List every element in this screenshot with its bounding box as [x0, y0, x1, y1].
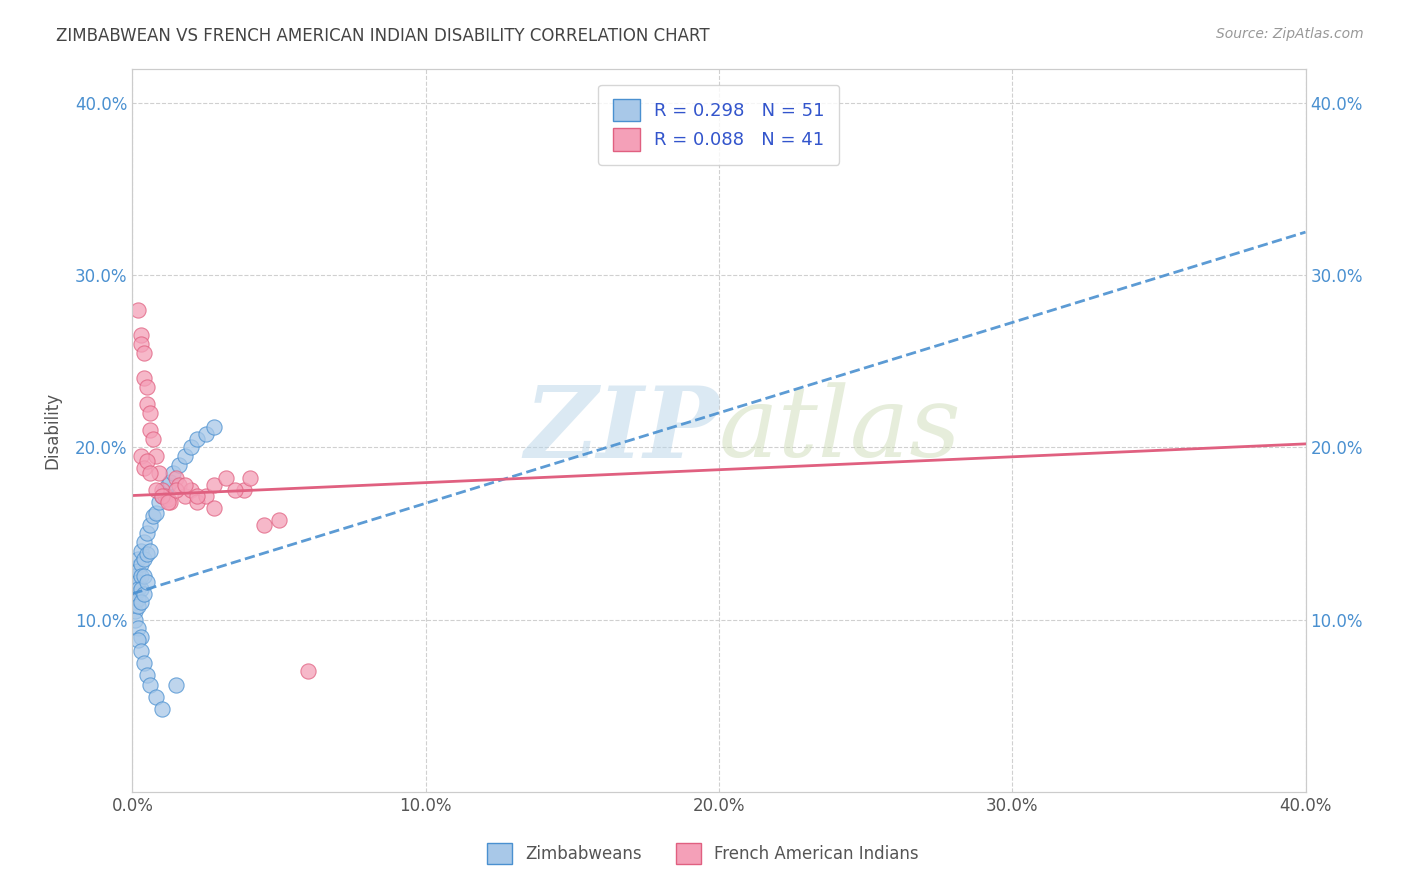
Point [145, 690, 167, 704]
Point [136, 667, 159, 681]
Point [127, 621, 149, 635]
Point [204, 419, 226, 434]
Point [174, 449, 197, 463]
Legend: R = 0.298   N = 51, R = 0.088   N = 41: R = 0.298 N = 51, R = 0.088 N = 41 [599, 85, 839, 165]
Point [132, 552, 155, 566]
Point [139, 517, 162, 532]
Point [204, 478, 226, 492]
Point [139, 543, 162, 558]
Point [150, 489, 173, 503]
Point [156, 495, 179, 509]
Point [150, 489, 173, 503]
Point [129, 558, 152, 572]
Point [145, 483, 167, 498]
Point [145, 449, 167, 463]
Point [224, 483, 246, 498]
Point [127, 582, 149, 596]
Point [142, 509, 165, 524]
Point [127, 552, 149, 566]
Point [162, 466, 184, 480]
Point [127, 599, 149, 613]
Point [253, 517, 276, 532]
Point [124, 604, 146, 618]
Point [139, 423, 162, 437]
Point [127, 633, 149, 648]
Point [129, 328, 152, 343]
Point [142, 432, 165, 446]
Point [124, 561, 146, 575]
Point [139, 678, 162, 692]
Point [156, 478, 179, 492]
Point [186, 432, 208, 446]
Point [127, 564, 149, 578]
Point [148, 495, 170, 509]
Text: ZIP: ZIP [524, 382, 718, 478]
Point [124, 587, 146, 601]
Point [139, 406, 162, 420]
Point [186, 489, 208, 503]
Point [132, 345, 155, 359]
Point [232, 483, 254, 498]
Point [136, 397, 159, 411]
Point [153, 489, 176, 503]
Point [180, 440, 202, 454]
Point [139, 466, 162, 480]
Point [194, 426, 217, 441]
Point [136, 547, 159, 561]
Point [156, 491, 179, 506]
Point [124, 578, 146, 592]
Point [127, 591, 149, 606]
Point [136, 526, 159, 541]
Point [159, 495, 181, 509]
Point [129, 337, 152, 351]
Point [148, 466, 170, 480]
Point [204, 500, 226, 515]
Legend: Zimbabweans, French American Indians: Zimbabweans, French American Indians [481, 837, 925, 871]
Point [194, 489, 217, 503]
Point [129, 582, 152, 596]
Point [169, 478, 191, 492]
Point [267, 513, 290, 527]
Point [159, 475, 181, 489]
Point [129, 449, 152, 463]
Point [132, 569, 155, 583]
Point [136, 574, 159, 589]
Point [145, 506, 167, 520]
Point [174, 478, 197, 492]
Point [124, 569, 146, 583]
Point [186, 495, 208, 509]
Point [180, 483, 202, 498]
Y-axis label: Disability: Disability [44, 392, 60, 468]
Point [239, 471, 262, 485]
Point [150, 483, 173, 498]
Point [297, 664, 319, 678]
Point [153, 483, 176, 498]
Point [169, 458, 191, 472]
Point [124, 613, 146, 627]
Point [136, 380, 159, 394]
Point [215, 471, 238, 485]
Point [129, 595, 152, 609]
Point [132, 656, 155, 670]
Text: atlas: atlas [718, 383, 962, 478]
Point [136, 454, 159, 468]
Text: Source: ZipAtlas.com: Source: ZipAtlas.com [1216, 27, 1364, 41]
Point [165, 678, 187, 692]
Text: ZIMBABWEAN VS FRENCH AMERICAN INDIAN DISABILITY CORRELATION CHART: ZIMBABWEAN VS FRENCH AMERICAN INDIAN DIS… [56, 27, 710, 45]
Point [129, 569, 152, 583]
Point [129, 630, 152, 644]
Point [124, 595, 146, 609]
Point [132, 587, 155, 601]
Point [174, 489, 197, 503]
Point [127, 574, 149, 589]
Point [165, 483, 187, 498]
Point [129, 543, 152, 558]
Point [150, 702, 173, 716]
Point [165, 471, 187, 485]
Point [129, 643, 152, 657]
Point [132, 535, 155, 549]
Point [132, 461, 155, 475]
Point [132, 371, 155, 385]
Point [127, 302, 149, 317]
